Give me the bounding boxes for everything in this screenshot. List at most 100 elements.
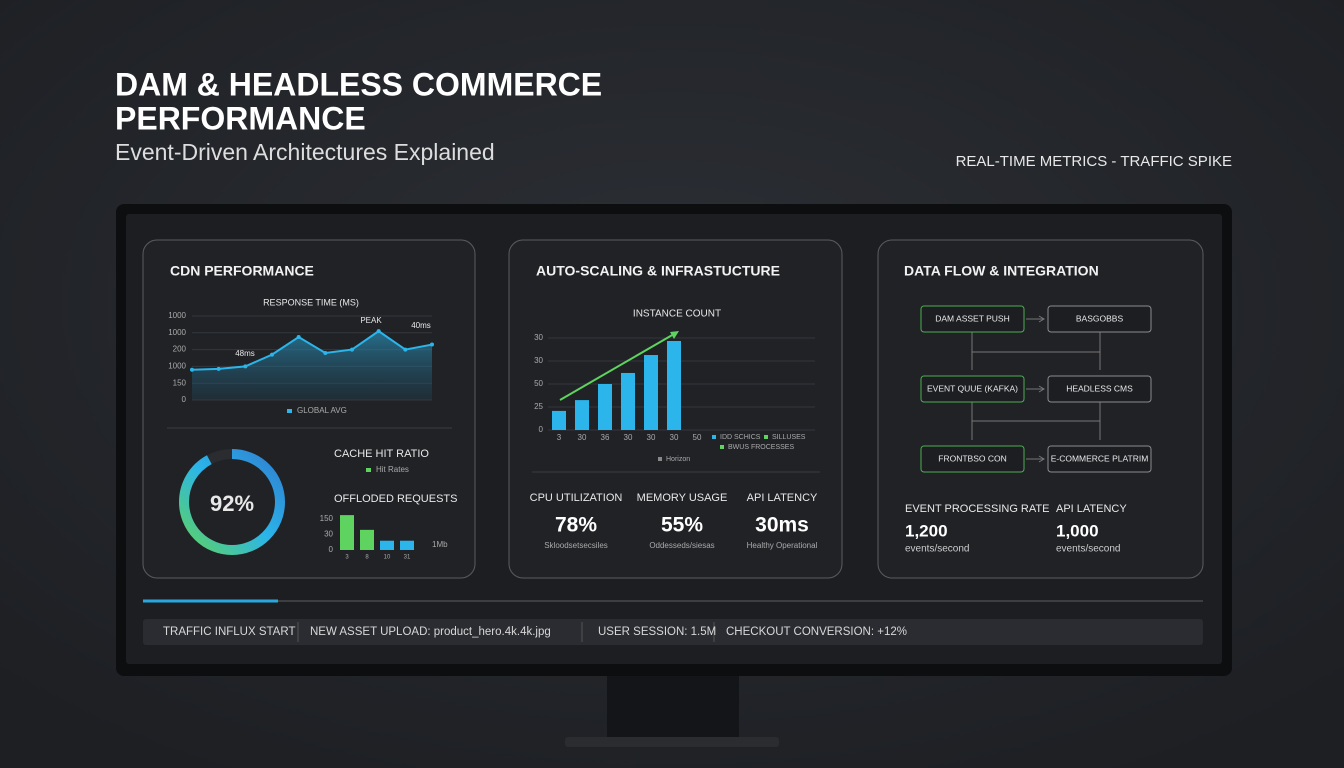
ticker-item: CHECKOUT CONVERSION: +12%	[726, 626, 907, 638]
bar	[400, 540, 414, 550]
flow-node-label: DAM ASSET PUSH	[935, 313, 1009, 323]
connector	[971, 402, 1101, 440]
x-tick-label: 3	[557, 433, 562, 442]
y-tick-label: 50	[534, 379, 543, 388]
legend: IDD SCHICS	[720, 434, 761, 441]
arrowhead	[1038, 455, 1045, 463]
flow-node-label: EVENT QUUE (KAFKA)	[927, 383, 1018, 393]
y-tick-label: 150	[173, 378, 187, 387]
bar	[340, 515, 354, 550]
legend-swatch	[764, 435, 768, 439]
bar	[380, 540, 394, 550]
bar	[552, 410, 566, 430]
bar	[575, 400, 589, 430]
y-tick-label: 30	[324, 530, 333, 539]
legend: Horizon	[666, 456, 690, 463]
arrowhead	[1038, 385, 1045, 393]
point	[243, 364, 248, 369]
y-tick-label: 25	[534, 402, 543, 411]
x-tick-label: 30	[647, 433, 656, 442]
point	[376, 329, 381, 334]
y-tick-label: 0	[182, 395, 187, 404]
content: DAM & HEADLESS COMMERCE PERFORMANCE Even…	[115, 66, 1232, 747]
point	[323, 350, 328, 355]
section-title: OFFLODED REQUESTS	[334, 493, 457, 505]
x-tick-label: 36	[601, 433, 610, 442]
panel-title: DATA FLOW & INTEGRATION	[904, 263, 1099, 279]
ticker-item: NEW ASSET UPLOAD: product_hero.4k.4k.jpg	[310, 626, 551, 638]
annotation: PEAK	[360, 316, 382, 325]
point	[350, 347, 354, 352]
title: PERFORMANCE	[115, 100, 366, 136]
y-tick-label: 30	[534, 333, 543, 342]
area	[192, 331, 432, 400]
donut-label: 92%	[210, 491, 254, 516]
metric-label: MEMORY USAGE	[637, 492, 728, 504]
y-tick-label: 1000	[168, 328, 186, 337]
point	[270, 352, 274, 357]
point	[190, 367, 194, 372]
metric-label: EVENT PROCESSING RATE	[905, 503, 1049, 515]
line	[191, 329, 433, 371]
panel	[142, 239, 476, 579]
bar	[598, 384, 612, 430]
x-tick-label: 8	[365, 555, 369, 561]
legend-swatch	[712, 435, 716, 439]
ticker-item: TRAFFIC INFLUX START	[163, 626, 295, 638]
subtitle: Event-Driven Architectures Explained	[115, 139, 495, 165]
point	[430, 342, 434, 347]
chart-title: INSTANCE COUNT	[633, 309, 721, 320]
panel-title: CDN PERFORMANCE	[170, 263, 314, 279]
stand	[607, 672, 739, 738]
donut	[179, 449, 285, 555]
metric-value: 30ms	[755, 514, 809, 537]
metric-sub: Oddesseds/siesas	[649, 541, 714, 550]
flow-node-label: HEADLESS CMS	[1066, 383, 1133, 393]
panel-title: AUTO-SCALING & INFRASTUCTURE	[536, 263, 780, 279]
legend: BWUS FROCESSES	[728, 444, 794, 451]
flow-node-label: BASGOBBS	[1076, 313, 1124, 323]
flow-node	[1047, 375, 1152, 403]
y-tick-label: 0	[539, 425, 544, 434]
y-tick-label: 150	[320, 514, 334, 523]
trend-arrow	[559, 333, 675, 401]
legend-swatch	[658, 457, 662, 461]
y-tick-label: 1000	[168, 311, 186, 320]
flow-node	[920, 305, 1025, 333]
annotation: 1Mb	[432, 540, 448, 549]
stand-base	[565, 737, 779, 747]
x-tick-label: 3	[345, 555, 349, 561]
flow-node-label: E-COMMERCE PLATRIM	[1051, 453, 1149, 463]
badge: REAL-TIME METRICS - TRAFFIC SPIKE	[956, 153, 1232, 170]
connector	[971, 332, 1101, 370]
bar	[644, 355, 658, 430]
annotation: 48ms	[235, 349, 255, 358]
metric-value: 1,200	[905, 521, 948, 540]
x-tick-label: 50	[693, 433, 702, 442]
metric-label: CPU UTILIZATION	[530, 492, 623, 504]
metric-label: API LATENCY	[747, 492, 818, 504]
bar	[621, 372, 635, 430]
y-tick-label: 0	[329, 545, 334, 554]
y-tick-label: 1000	[168, 362, 186, 371]
flow-node-label: FRONTBSO CON	[938, 453, 1006, 463]
legend-swatch	[366, 468, 371, 472]
metric-value: 55%	[661, 514, 703, 537]
bar	[667, 340, 681, 430]
legend-swatch	[720, 445, 724, 449]
ticker	[143, 619, 1203, 645]
x-tick-label: 30	[578, 433, 587, 442]
point	[216, 366, 221, 371]
legend-swatch	[287, 409, 292, 413]
point	[403, 347, 408, 352]
x-tick-label: 30	[670, 433, 679, 442]
bar	[360, 529, 374, 550]
metric-label: API LATENCY	[1056, 503, 1127, 515]
flow-node	[920, 445, 1025, 473]
metric-sub: Skloodsetsecsiles	[544, 541, 608, 550]
x-tick-label: 10	[384, 555, 391, 561]
metric-value: 1,000	[1056, 521, 1099, 540]
chart-title: RESPONSE TIME (MS)	[263, 297, 359, 307]
metric-value: 78%	[555, 514, 597, 537]
